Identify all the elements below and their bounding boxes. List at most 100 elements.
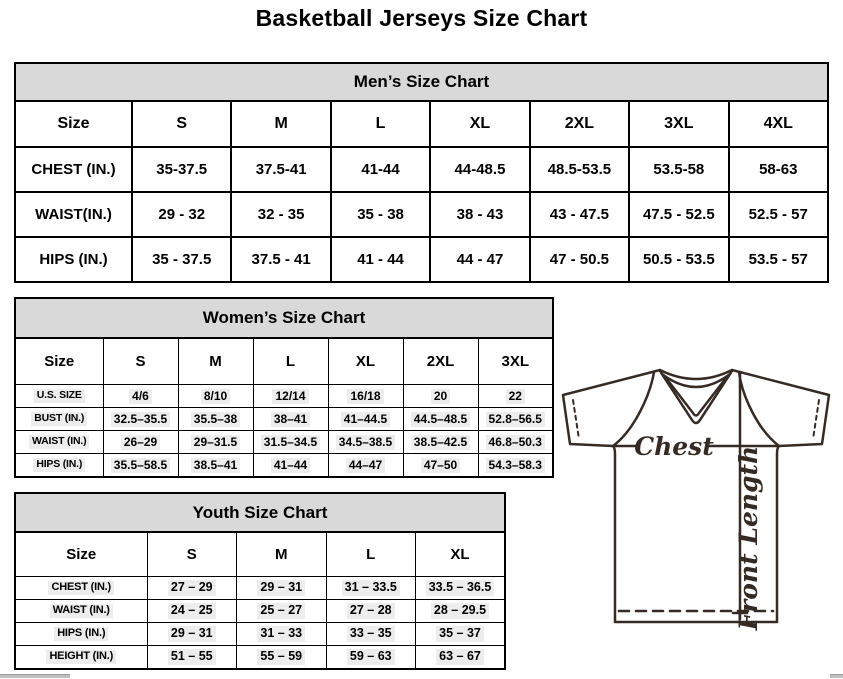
- row-label: HEIGHT (IN.): [14, 645, 148, 670]
- col-header: Size: [14, 337, 104, 385]
- size-value-cell: 52.5 - 57: [727, 191, 830, 238]
- size-value-cell: 35 - 37.5: [130, 236, 233, 283]
- mens-chart-title-row: Men’s Size Chart: [14, 62, 829, 102]
- scrollbar-fragment-right[interactable]: [830, 674, 843, 678]
- page-title: Basketball Jerseys Size Chart: [255, 5, 588, 31]
- col-header: M: [236, 531, 327, 577]
- cell-text: 4/6: [129, 388, 152, 404]
- size-value-cell: 20: [402, 384, 479, 408]
- row-label: BUST (IN.): [14, 407, 104, 431]
- youth-size-chart-table: Youth Size Chart Size S M L XL CHEST (IN…: [14, 492, 506, 670]
- jersey-measurement-diagram: Chest Front Length: [561, 368, 831, 631]
- sleeve-stitch-right: [812, 399, 820, 440]
- size-value-cell: 47 - 50.5: [528, 236, 631, 283]
- cell-text: 12/14: [272, 388, 309, 404]
- cell-text: 38.5–41: [190, 457, 241, 473]
- size-value-cell: 35.5–58.5: [102, 453, 179, 478]
- cell-text: 55 – 59: [257, 649, 306, 665]
- cell-text: 33.5 – 36.5: [425, 580, 495, 596]
- size-value-cell: 4/6: [102, 384, 179, 408]
- front-length-label: Front Length: [734, 446, 763, 631]
- cell-text: 46.8–50.3: [485, 434, 545, 450]
- cell-text: 54.3–58.3: [485, 457, 545, 473]
- size-value-cell: 50.5 - 53.5: [628, 236, 730, 283]
- row-label: HIPS (IN.): [14, 236, 133, 283]
- collar-outer-v: [658, 369, 734, 425]
- table-row: HIPS (IN.) 35.5–58.5 38.5–41 41–44 44–47…: [14, 453, 554, 478]
- cell-text: 33 – 35: [346, 626, 395, 642]
- size-value-cell: 29–31.5: [177, 430, 254, 454]
- row-label: WAIST(IN.): [14, 191, 133, 238]
- collar-inner-v: [664, 376, 728, 417]
- row-label: HIPS (IN.): [14, 453, 104, 478]
- col-header: L: [325, 531, 416, 577]
- col-header: S: [102, 337, 179, 385]
- size-value-cell: 44–47: [327, 453, 404, 478]
- cell-text: 31 – 33: [257, 626, 306, 642]
- size-value-cell: 46.8–50.3: [477, 430, 554, 454]
- table-row: HIPS (IN.) 35 - 37.5 37.5 - 41 41 - 44 4…: [14, 236, 830, 283]
- size-value-cell: 47–50: [402, 453, 479, 478]
- cell-text: WAIST (IN.): [49, 604, 113, 618]
- size-value-cell: 38.5–42.5: [402, 430, 479, 454]
- cell-text: 31.5–34.5: [260, 434, 321, 450]
- size-value-cell: 35 – 37: [415, 622, 506, 646]
- cell-text: 29–31.5: [190, 434, 241, 450]
- womens-column-header-row: Size S M L XL 2XL 3XL: [14, 337, 554, 385]
- cell-text: 41–44: [270, 457, 311, 473]
- cell-text: 38.5–42.5: [410, 434, 471, 450]
- size-value-cell: 48.5-53.5: [528, 146, 631, 193]
- size-value-cell: 33 – 35: [325, 622, 416, 646]
- col-header: 3XL: [477, 337, 554, 385]
- col-header: L: [329, 100, 432, 148]
- size-value-cell: 43 - 47.5: [528, 191, 631, 238]
- col-header: S: [130, 100, 233, 148]
- col-header: L: [252, 337, 329, 385]
- cell-text: CHEST (IN.): [48, 581, 115, 595]
- mens-column-header-row: Size S M L XL 2XL 3XL 4XL: [14, 100, 830, 148]
- mens-chart-title: Men’s Size Chart: [14, 62, 829, 102]
- row-label: CHEST (IN.): [14, 146, 133, 193]
- cell-text: 35 – 37: [436, 626, 484, 642]
- cell-text: 44.5–48.5: [410, 411, 471, 427]
- cell-text: 41–44.5: [340, 411, 391, 427]
- size-value-cell: 41–44: [252, 453, 329, 478]
- cell-text: BUST (IN.): [31, 412, 88, 426]
- size-value-cell: 31 – 33: [236, 622, 327, 646]
- size-value-cell: 29 – 31: [236, 576, 327, 600]
- cell-text: HIPS (IN.): [54, 627, 109, 641]
- size-value-cell: 26–29: [102, 430, 179, 454]
- size-value-cell: 32 - 35: [230, 191, 332, 238]
- cell-text: 35.5–58.5: [110, 457, 171, 473]
- col-header: 2XL: [402, 337, 479, 385]
- cell-text: 44–47: [345, 457, 386, 473]
- size-value-cell: 32.5–35.5: [102, 407, 179, 431]
- size-value-cell: 29 – 31: [146, 622, 237, 646]
- size-value-cell: 41–44.5: [327, 407, 404, 431]
- cell-text: 29 – 31: [167, 626, 216, 642]
- col-header: XL: [327, 337, 404, 385]
- size-value-cell: 16/18: [327, 384, 404, 408]
- table-row: WAIST (IN.) 24 – 25 25 – 27 27 – 28 28 –…: [14, 599, 506, 623]
- col-header: M: [230, 100, 332, 148]
- size-value-cell: 35.5–38: [177, 407, 254, 431]
- collar-rib-arc: [660, 372, 732, 389]
- table-row: WAIST (IN.) 26–29 29–31.5 31.5–34.5 34.5…: [14, 430, 554, 454]
- size-value-cell: 8/10: [177, 384, 254, 408]
- mens-size-chart-table: Men’s Size Chart Size S M L XL 2XL 3XL 4…: [14, 62, 830, 283]
- womens-size-chart-table: Women’s Size Chart Size S M L XL 2XL 3XL…: [14, 297, 554, 478]
- col-header: 2XL: [528, 100, 631, 148]
- scrollbar-fragment-left[interactable]: [0, 674, 70, 678]
- size-value-cell: 53.5-58: [628, 146, 730, 193]
- size-value-cell: 51 – 55: [146, 645, 237, 670]
- size-value-cell: 24 – 25: [146, 599, 237, 623]
- row-label: U.S. SIZE: [14, 384, 104, 408]
- table-row: HEIGHT (IN.) 51 – 55 55 – 59 59 – 63 63 …: [14, 645, 506, 670]
- table-row: CHEST (IN.) 35-37.5 37.5-41 41-44 44-48.…: [14, 146, 830, 193]
- cell-text: 47–50: [420, 457, 461, 473]
- size-value-cell: 31 – 33.5: [325, 576, 416, 600]
- cell-text: 26–29: [120, 434, 161, 450]
- row-label: WAIST (IN.): [14, 599, 148, 623]
- col-header: M: [177, 337, 254, 385]
- chest-label: Chest: [634, 432, 714, 461]
